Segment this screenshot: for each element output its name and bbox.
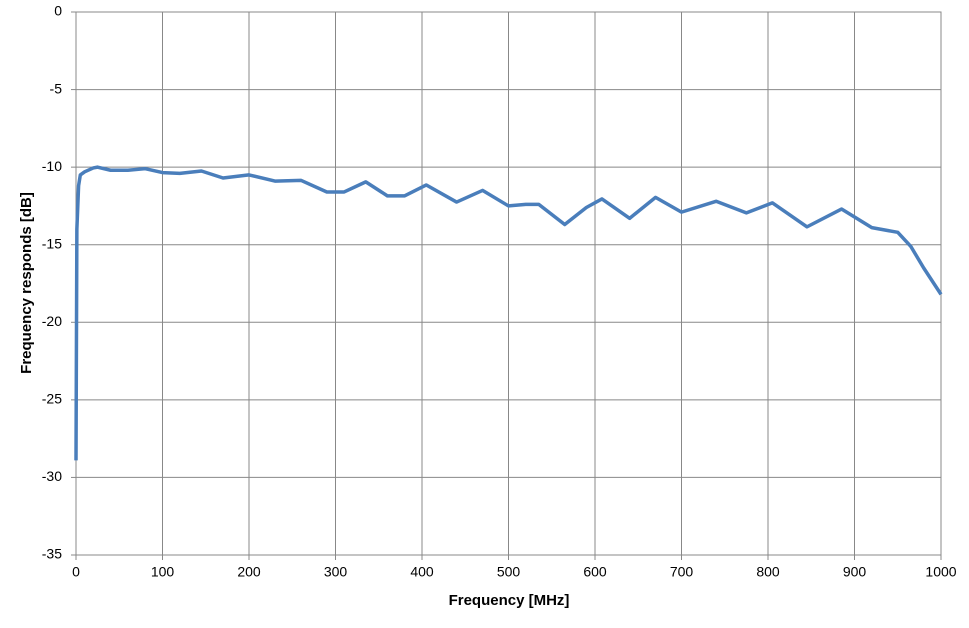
x-tick-label: 500 [497, 564, 521, 580]
x-tick-label: 300 [324, 564, 348, 580]
y-tick-label: 0 [54, 3, 62, 19]
data-line [74, 165, 943, 461]
x-tick-label: 200 [237, 564, 261, 580]
x-tick-label: 900 [843, 564, 867, 580]
y-tick-label: -20 [42, 313, 62, 329]
y-tick-label: -5 [50, 80, 63, 96]
x-tick-label: 100 [151, 564, 175, 580]
y-tick-label: -35 [42, 546, 62, 562]
x-tick-label: 1000 [925, 564, 956, 580]
y-tick-label: -10 [42, 158, 62, 174]
x-tick-label: 400 [410, 564, 434, 580]
x-tick-label: 600 [583, 564, 607, 580]
x-tick-label: 0 [72, 564, 80, 580]
x-tick-label: 800 [756, 564, 780, 580]
y-tick-label: -25 [42, 391, 62, 407]
y-axis-title: Frequency responds [dB] [18, 192, 35, 374]
x-axis-title: Frequency [MHz] [449, 592, 570, 609]
x-tick-label: 700 [670, 564, 694, 580]
y-tick-label: -30 [42, 468, 62, 484]
y-tick-label: -15 [42, 235, 62, 251]
